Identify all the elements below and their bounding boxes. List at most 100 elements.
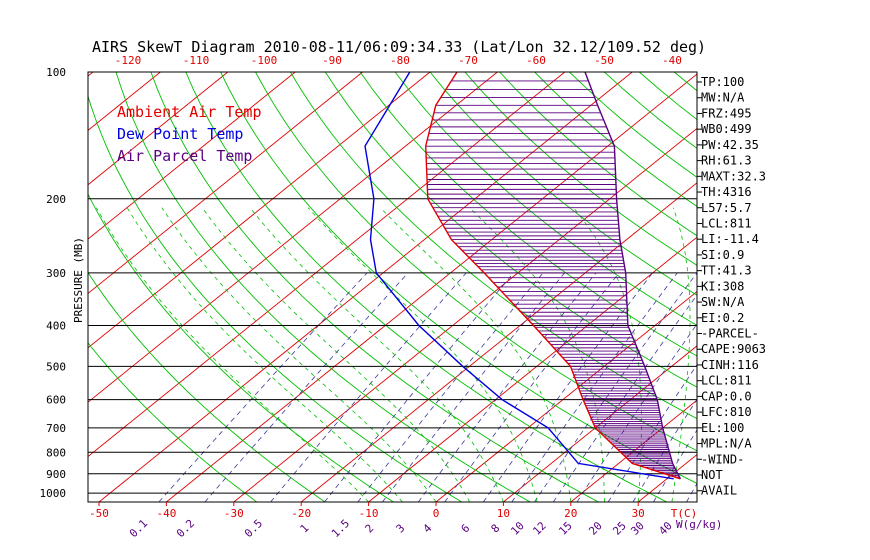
legend-entry: Ambient Air Temp xyxy=(117,103,262,121)
dry-adiabat-line xyxy=(779,72,870,502)
isotherm-line xyxy=(88,72,296,240)
isotherm-line xyxy=(503,345,697,502)
index-label: EI:0.2 xyxy=(701,311,744,325)
mixing-ratio-tick-label: 2 xyxy=(363,522,377,536)
index-label: SW:N/A xyxy=(701,295,745,309)
index-label: SI:0.9 xyxy=(701,248,744,262)
index-label: -WIND- xyxy=(701,452,744,466)
isotherm-line xyxy=(773,72,870,502)
profile-line xyxy=(424,72,681,480)
isotherm-line xyxy=(435,290,697,502)
mixing-ratio-line xyxy=(534,272,697,502)
mixing-ratio-line xyxy=(607,364,697,502)
pressure-tick-label: 500 xyxy=(46,360,66,373)
dry-adiabat-line xyxy=(359,72,697,357)
mixing-ratio-line xyxy=(511,272,678,502)
index-label: L57:5.7 xyxy=(701,201,752,215)
isotherm-line xyxy=(98,72,633,502)
isotherm-line xyxy=(88,72,431,349)
mixing-ratio-line xyxy=(553,294,697,502)
bottom-temp-tick-label: -50 xyxy=(89,507,109,520)
bottom-temp-tick-label: 20 xyxy=(564,507,577,520)
mixing-ratio-line xyxy=(483,272,653,502)
pressure-tick-label: 700 xyxy=(46,422,66,435)
isotherm-line xyxy=(88,72,229,186)
dry-adiabat-line xyxy=(185,72,668,502)
dry-adiabat-line xyxy=(639,72,697,121)
dry-adiabat-line xyxy=(429,72,697,296)
index-label: PW:42.35 xyxy=(701,138,759,152)
mixing-ratio-tick-label: 25 xyxy=(610,519,629,538)
top-temp-tick-label: -50 xyxy=(594,54,614,67)
index-label: TH:4316 xyxy=(701,185,752,199)
top-temp-tick-label: -90 xyxy=(322,54,342,67)
moist-adiabat-line xyxy=(95,207,369,502)
index-label: TP:100 xyxy=(701,75,744,89)
profile-line xyxy=(584,72,682,480)
pressure-tick-label: 600 xyxy=(46,394,66,407)
dry-adiabat-line xyxy=(290,72,697,420)
index-label: RH:61.3 xyxy=(701,154,752,168)
mixing-ratio-line xyxy=(324,272,515,502)
mixing-ratio-axis-label: W(g/kg) xyxy=(676,518,722,531)
mixing-ratio-tick-label: 6 xyxy=(459,522,473,536)
moist-adiabat-line xyxy=(671,207,691,502)
index-label: MW:N/A xyxy=(701,91,745,105)
dry-adiabat-line xyxy=(150,72,599,502)
moist-adiabat-line xyxy=(307,207,538,502)
mixing-ratio-tick-label: 0.1 xyxy=(127,517,150,540)
dry-adiabat-line xyxy=(324,72,697,388)
top-temp-tick-label: -120 xyxy=(115,54,142,67)
dry-adiabat-line xyxy=(88,342,258,502)
mixing-ratio-tick-label: 4 xyxy=(421,521,435,535)
dry-adiabat-line xyxy=(464,72,697,266)
isotherm-line xyxy=(166,73,697,502)
index-label: KI:308 xyxy=(701,279,744,293)
top-temp-tick-label: -110 xyxy=(183,54,210,67)
plot-frame xyxy=(87,71,698,503)
mixing-ratio-tick-label: 8 xyxy=(489,522,503,536)
pressure-tick-label: 1000 xyxy=(40,487,67,500)
profile-line xyxy=(364,72,674,480)
top-temp-tick-label: -100 xyxy=(251,54,278,67)
index-label: EL:100 xyxy=(701,421,744,435)
mixing-ratio-tick-label: 20 xyxy=(586,519,605,538)
bottom-temp-tick-label: -40 xyxy=(156,507,176,520)
isotherm-line xyxy=(88,72,363,295)
mixing-ratio-line xyxy=(357,272,544,502)
mixing-ratio-line xyxy=(632,398,697,502)
mixing-ratio-line xyxy=(382,272,565,502)
mixing-ratio-line xyxy=(158,272,368,502)
index-label: LCL:811 xyxy=(701,374,752,388)
index-label: -PARCEL- xyxy=(701,327,759,341)
index-label: LCL:811 xyxy=(701,216,752,230)
pressure-axis-label: PRESSURE (MB) xyxy=(72,237,85,323)
mixing-ratio-tick-label: 30 xyxy=(628,519,647,538)
bottom-temp-tick-label: -10 xyxy=(359,507,379,520)
mixing-ratio-line xyxy=(204,272,409,502)
index-label: NOT xyxy=(701,468,723,482)
bottom-temp-tick-label: 10 xyxy=(497,507,510,520)
dry-adiabat-line xyxy=(394,72,697,326)
mixing-ratio-tick-label: 0.5 xyxy=(242,517,265,540)
top-temp-tick-label: -80 xyxy=(390,54,410,67)
mixing-ratio-tick-label: 1.5 xyxy=(329,517,352,540)
bottom-temp-tick-label: -30 xyxy=(224,507,244,520)
mixing-ratio-line xyxy=(270,272,467,502)
pressure-tick-label: 400 xyxy=(46,320,66,333)
pressure-tick-label: 300 xyxy=(46,267,66,280)
index-label: LI:-11.4 xyxy=(701,232,759,246)
index-label: FRZ:495 xyxy=(701,106,752,120)
dry-adiabat-line xyxy=(744,72,870,502)
moist-adiabat-line xyxy=(161,207,437,502)
moist-adiabat-line xyxy=(469,207,605,502)
pressure-tick-label: 800 xyxy=(46,446,66,459)
moist-adiabat-line xyxy=(573,207,642,502)
mixing-ratio-tick-label: 10 xyxy=(508,519,527,538)
index-label: MPL:N/A xyxy=(701,437,752,451)
bottom-temp-tick-label: -20 xyxy=(291,507,311,520)
dry-adiabat-line xyxy=(255,72,697,452)
index-label: CAP:0.0 xyxy=(701,389,752,403)
index-label: CAPE:9063 xyxy=(701,342,766,356)
